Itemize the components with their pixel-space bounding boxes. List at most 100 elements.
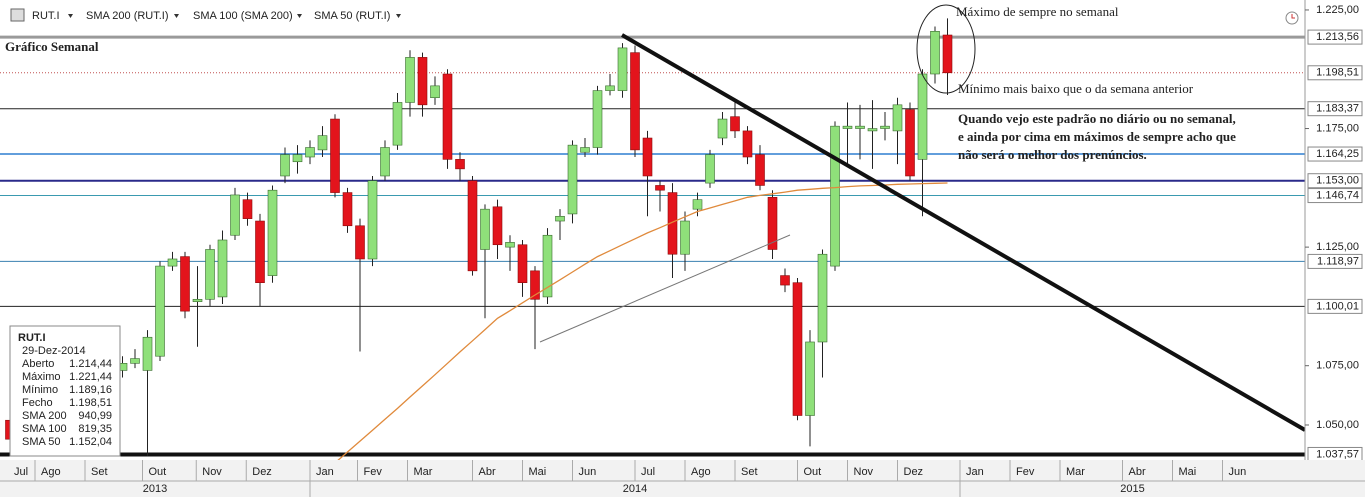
candle-body — [455, 159, 465, 170]
dropdown-arrow[interactable] — [396, 14, 401, 18]
indicator-label[interactable]: SMA 100 (SMA 200) — [193, 10, 293, 22]
symbol-label[interactable]: RUT.I — [32, 10, 60, 22]
x-tick-label: Set — [741, 466, 758, 478]
candle-body — [380, 147, 390, 177]
candle-body — [242, 199, 253, 219]
level-label-box — [1307, 173, 1363, 189]
candle-body — [605, 85, 615, 91]
x-tick-label: Nov — [854, 466, 874, 478]
y-tick-label: 1.050,00 — [1316, 419, 1359, 431]
year-label: 2014 — [623, 483, 647, 495]
tooltip-label: Mínimo — [22, 384, 58, 396]
candle-body — [905, 109, 915, 177]
candle-body — [642, 137, 653, 177]
x-tick-label: Out — [149, 466, 167, 478]
x-tick-label: Mai — [529, 466, 547, 478]
trend-line — [620, 33, 1307, 432]
candle-body — [255, 220, 265, 283]
candle-body — [205, 249, 215, 300]
candle-body — [542, 234, 553, 298]
tooltip-value: 1.189,16 — [69, 384, 112, 396]
candle-body — [917, 73, 928, 160]
tooltip-value: 1.198,51 — [69, 397, 112, 409]
candle-body — [317, 135, 328, 151]
tooltip-label: Fecho — [22, 397, 53, 409]
x-tick-label: Ago — [41, 466, 61, 478]
x-tick-label: Set — [91, 466, 108, 478]
tooltip-label: Máximo — [22, 371, 61, 383]
level-label: 1.118,97 — [1317, 255, 1359, 267]
dropdown-arrow[interactable] — [297, 14, 302, 18]
candle-body — [592, 90, 603, 148]
level-label-box — [1307, 65, 1363, 81]
tooltip-value: 819,35 — [78, 423, 112, 435]
x-tick-label: Jun — [1229, 466, 1247, 478]
x-tick-label: Out — [804, 466, 822, 478]
level-label-box — [1307, 146, 1363, 162]
y-tick-label: 1.225,00 — [1316, 4, 1359, 16]
candle-body — [842, 125, 853, 129]
year-label: 2015 — [1120, 483, 1144, 495]
candle-body — [367, 180, 378, 260]
candle-body — [780, 275, 790, 286]
level-label: 1.164,25 — [1316, 148, 1359, 160]
candle-body — [405, 57, 415, 103]
candle-body — [617, 47, 628, 91]
right-axis: 1.225,00 1.175,00 1.125,00 1.075,00 1.050,00… — [1305, 4, 1363, 462]
level-label: 1.213,56 — [1316, 31, 1359, 43]
level-label-box — [1307, 29, 1363, 45]
candle-body — [580, 147, 590, 153]
chart-title: Gráfico Semanal — [5, 39, 99, 54]
candle-body — [430, 85, 440, 99]
indicator-label[interactable]: SMA 50 (RUT.I) — [314, 10, 390, 22]
tooltip-value: 1.214,44 — [69, 358, 112, 370]
x-tick-label: Jan — [966, 466, 984, 478]
indicator-label[interactable]: SMA 200 (RUT.I) — [86, 10, 169, 22]
level-label-box — [1307, 298, 1363, 314]
candle-body — [667, 192, 678, 255]
candle-body — [505, 242, 515, 248]
candle-body — [517, 244, 528, 283]
clock-hand — [1291, 14, 1295, 19]
y-tick-label: 1.125,00 — [1316, 241, 1359, 253]
candle-body — [330, 118, 340, 193]
chart-icon[interactable] — [10, 8, 25, 22]
candle-body — [930, 31, 940, 75]
x-tick-label: Jul — [14, 466, 28, 478]
tooltip-label: SMA 50 — [22, 436, 61, 448]
bottom-axis: Jul Ago Set Out Nov Dez Jan Fev Mar Abr Mai Jun Jul A… — [14, 460, 1246, 497]
x-tick-label: Mar — [414, 466, 433, 478]
sma-lines — [337, 182, 948, 460]
trend-line — [539, 234, 791, 343]
tooltip-date: 29-Dez-2014 — [22, 345, 86, 357]
candle-body — [130, 358, 140, 364]
candle-body — [680, 220, 690, 255]
candle-body — [742, 130, 753, 158]
dropdown-arrow[interactable] — [68, 14, 73, 18]
candle-body — [692, 199, 703, 210]
candle-body — [830, 125, 840, 267]
x-tick-label: Jan — [316, 466, 334, 478]
tooltip-symbol: RUT.I — [18, 332, 46, 344]
candle-body — [392, 102, 403, 146]
candle-body — [417, 57, 428, 106]
candle-body — [567, 144, 578, 215]
candle-body — [717, 118, 728, 139]
level-label: 1.153,00 — [1316, 175, 1359, 187]
tooltip-label: SMA 100 — [22, 423, 67, 435]
annotation: Mínimo mais baixo que o da semana anteri… — [958, 81, 1194, 96]
comment-line: e ainda por cima em máximos de sempre ac… — [958, 129, 1236, 144]
level-label: 1.100,01 — [1316, 300, 1359, 312]
candle-body — [755, 154, 765, 186]
candle-body — [217, 239, 228, 298]
x-tick-label: Dez — [252, 466, 272, 478]
x-tick-label: Abr — [1129, 466, 1146, 478]
candle-body — [730, 116, 740, 132]
candle-body — [492, 206, 503, 246]
level-label-box — [1307, 253, 1363, 269]
y-tick-label: 1.075,00 — [1316, 360, 1359, 372]
tooltip-label: Aberto — [22, 358, 54, 370]
dropdown-arrow[interactable] — [174, 14, 179, 18]
x-tick-label: Fev — [1016, 466, 1035, 478]
level-label-box — [1307, 188, 1363, 204]
